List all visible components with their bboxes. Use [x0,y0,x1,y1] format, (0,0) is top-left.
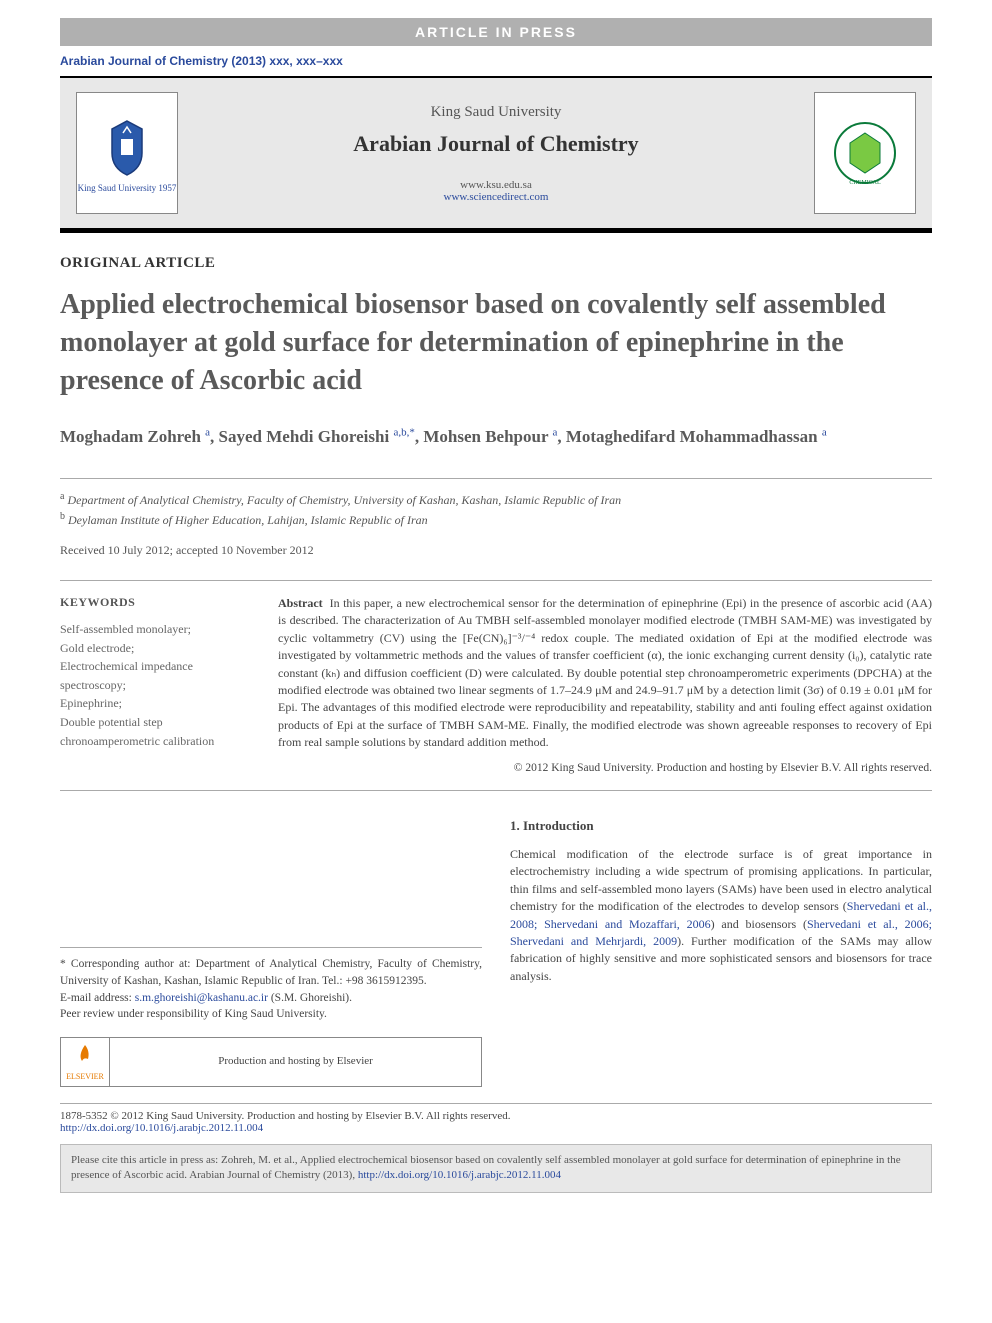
journal-header: King Saud University 1957 King Saud Univ… [60,76,932,233]
introduction-heading: 1. Introduction [510,817,932,836]
keywords-heading: KEYWORDS [60,595,260,610]
introduction-paragraph: Chemical modification of the electrode s… [510,846,932,985]
abstract-copyright: © 2012 King Saud University. Production … [278,760,932,777]
elsevier-box: ELSEVIER Production and hosting by Elsev… [60,1037,482,1087]
footer-info: 1878-5352 © 2012 King Saud University. P… [60,1103,932,1134]
article-type: ORIGINAL ARTICLE [60,255,932,272]
header-center: King Saud University Arabian Journal of … [178,104,814,203]
left-column: * Corresponding author at: Department of… [60,817,482,1087]
university-logo: King Saud University 1957 [76,92,178,214]
society-logo: CHEMICAL [814,92,916,214]
keywords-list: Self-assembled monolayer;Gold electrode;… [60,620,260,750]
sciencedirect-link[interactable]: www.sciencedirect.com [178,191,814,203]
journal-reference: Arabian Journal of Chemistry (2013) xxx,… [60,54,932,68]
doi-link[interactable]: http://dx.doi.org/10.1016/j.arabjc.2012.… [60,1122,263,1134]
peer-review-note: Peer review under responsibility of King… [60,1006,482,1023]
affiliation-b: b Deylaman Institute of Higher Education… [60,509,932,529]
article-dates: Received 10 July 2012; accepted 10 Novem… [60,543,932,558]
elsevier-hosting-text: Production and hosting by Elsevier [110,1050,481,1074]
issn-copyright: 1878-5352 © 2012 King Saud University. P… [60,1110,932,1122]
ksu-link[interactable]: www.ksu.edu.sa [178,179,814,191]
abstract-column: Abstract In this paper, a new electroche… [278,595,932,776]
corresponding-email-line: E-mail address: s.m.ghoreishi@kashanu.ac… [60,990,482,1007]
corresponding-author-block: * Corresponding author at: Department of… [60,947,482,1087]
article-title: Applied electrochemical biosensor based … [60,286,932,399]
body-columns: * Corresponding author at: Department of… [60,817,932,1087]
corresponding-text: * Corresponding author at: Department of… [60,956,482,989]
university-logo-label: King Saud University 1957 [78,183,177,193]
authors: Moghadam Zohreh a, Sayed Mehdi Ghoreishi… [60,425,932,450]
abstract-section: KEYWORDS Self-assembled monolayer;Gold e… [60,580,932,791]
header-links: www.ksu.edu.sa www.sciencedirect.com [178,179,814,203]
affiliation-a: a Department of Analytical Chemistry, Fa… [60,489,932,509]
university-name: King Saud University [178,104,814,121]
cite-doi-link[interactable]: http://dx.doi.org/10.1016/j.arabjc.2012.… [358,1169,561,1181]
abstract-text: In this paper, a new electrochemical sen… [278,596,932,749]
right-column: 1. Introduction Chemical modification of… [510,817,932,1087]
cite-box: Please cite this article in press as: Zo… [60,1144,932,1193]
elsevier-logo-icon: ELSEVIER [61,1038,110,1086]
article-in-press-banner: ARTICLE IN PRESS [60,18,932,46]
keywords-column: KEYWORDS Self-assembled monolayer;Gold e… [60,595,278,776]
corresponding-email-link[interactable]: s.m.ghoreishi@kashanu.ac.ir [135,992,268,1004]
affiliations: a Department of Analytical Chemistry, Fa… [60,478,932,529]
svg-text:CHEMICAL: CHEMICAL [849,180,881,186]
abstract-label: Abstract [278,596,323,610]
journal-name: Arabian Journal of Chemistry [178,131,814,157]
